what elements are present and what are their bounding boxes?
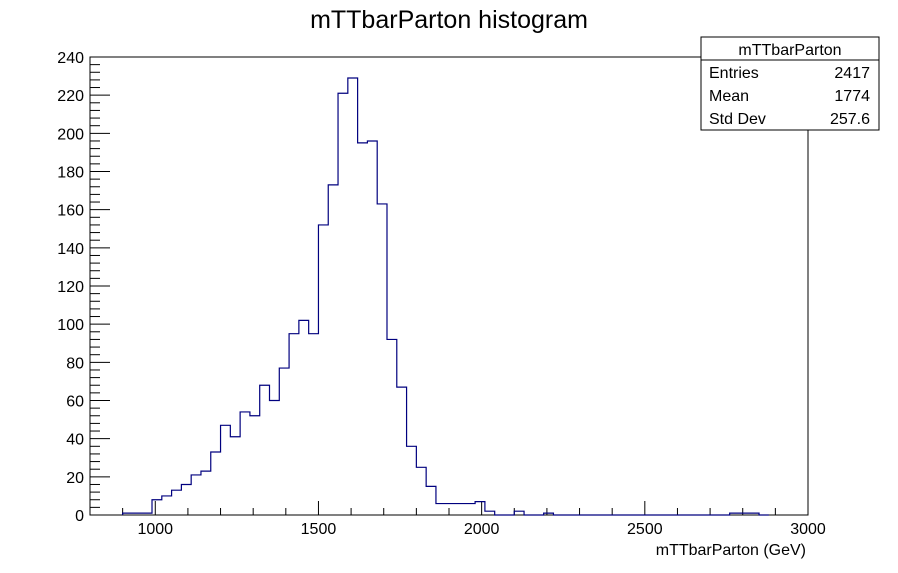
histogram-bin: [367, 141, 377, 515]
x-axis-title: mTTbarParton (GeV): [656, 542, 806, 559]
histogram-bin: [485, 511, 495, 515]
y-tick-label: 200: [57, 126, 84, 143]
histogram-bin: [348, 78, 358, 515]
histogram-bin: [377, 204, 387, 515]
histogram-bin: [387, 339, 397, 515]
histogram-bin: [397, 387, 407, 515]
stats-box-header: mTTbarParton: [738, 42, 841, 59]
histogram-bin: [436, 504, 446, 515]
histogram-bin: [544, 513, 554, 515]
histogram-bin: [123, 513, 133, 515]
histogram-bin: [739, 513, 749, 515]
histogram-bin: [279, 368, 289, 515]
histogram-bin: [730, 513, 740, 515]
stats-entries-label: Entries: [709, 65, 759, 82]
histogram-bin: [201, 471, 211, 515]
plot-frame: [89, 56, 809, 516]
histogram-bin: [142, 513, 152, 515]
x-tick-label: 3000: [790, 521, 826, 538]
histogram-bin: [152, 500, 162, 515]
histogram-series-line: [122, 77, 769, 516]
stats-box: mTTbarParton Entries 2417 Mean 1774 Std …: [700, 36, 880, 131]
y-tick-label: 20: [66, 470, 84, 487]
histogram-bin: [514, 511, 524, 515]
histogram-bin: [240, 412, 250, 515]
y-tick-label: 180: [57, 165, 84, 182]
histogram-bin: [328, 185, 338, 515]
y-tick-label: 220: [57, 88, 84, 105]
histogram-bin: [289, 334, 299, 515]
y-tick-label: 80: [66, 355, 84, 372]
histogram-bins: [123, 78, 759, 515]
histogram-bin: [191, 475, 201, 515]
y-tick-label: 160: [57, 203, 84, 220]
y-tick-label: 0: [75, 508, 84, 525]
stats-stddev-value: 257.6: [830, 111, 870, 128]
y-tick-label: 100: [57, 317, 84, 334]
histogram-bin: [456, 504, 466, 515]
histogram-bin: [172, 490, 182, 515]
histogram-bin: [132, 513, 142, 515]
y-axis: 0 20 40 60 80 100 120 140 160 180 200 220 240: [57, 50, 110, 525]
x-tick-label: 2000: [464, 521, 500, 538]
stats-mean-label: Mean: [709, 88, 749, 105]
stats-entries-value: 2417: [834, 65, 870, 82]
histogram-bin: [338, 93, 348, 515]
stats-stddev-label: Std Dev: [709, 111, 766, 128]
histogram-bin: [407, 446, 417, 515]
chart-title: mTTbarParton histogram: [310, 6, 588, 34]
histogram-bin: [318, 225, 328, 515]
histogram-bin: [475, 502, 485, 515]
histogram-bin: [221, 425, 231, 515]
histogram-bin: [230, 437, 240, 515]
y-tick-label: 240: [57, 50, 84, 67]
histogram-bin: [446, 504, 456, 515]
histogram-bin: [260, 385, 270, 515]
histogram-bin: [749, 513, 759, 515]
x-tick-label: 1500: [301, 521, 337, 538]
histogram-bin: [426, 486, 436, 515]
y-tick-label: 140: [57, 241, 84, 258]
histogram-bin: [181, 484, 191, 515]
x-tick-label: 1000: [137, 521, 173, 538]
histogram-bin: [309, 334, 319, 515]
histogram-bin: [299, 320, 309, 515]
histogram-bin: [270, 401, 280, 516]
histogram-bin: [211, 452, 221, 515]
histogram-bin: [358, 143, 368, 515]
x-tick-label: 2500: [627, 521, 663, 538]
histogram-bin: [416, 467, 426, 515]
histogram-bin: [250, 416, 260, 515]
y-tick-label: 40: [66, 432, 84, 449]
y-tick-label: 120: [57, 279, 84, 296]
stats-mean-value: 1774: [834, 88, 870, 105]
histogram-bin: [465, 504, 475, 515]
y-tick-label: 60: [66, 394, 84, 411]
histogram-bin: [162, 496, 172, 515]
